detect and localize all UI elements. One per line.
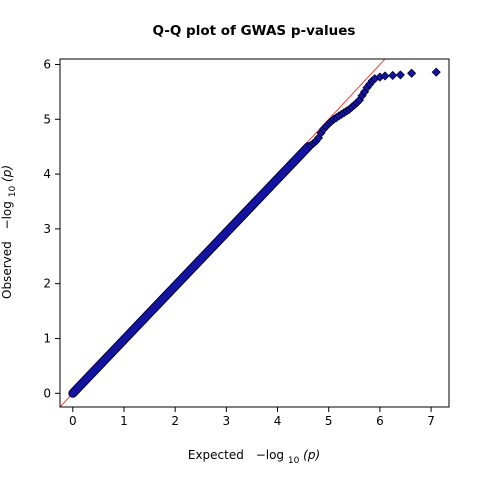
x-axis-label-prefix: Expected <box>188 448 244 462</box>
y-axis-label: Observed −log 10 (p) <box>0 165 18 299</box>
y-tick-label-6: 6 <box>43 57 51 71</box>
y-axis-label-func: −log <box>0 201 14 229</box>
x-tick-label-1: 1 <box>120 414 128 428</box>
y-tick-label-4: 4 <box>43 167 51 181</box>
y-axis-label-prefix: Observed <box>0 241 14 299</box>
y-tick-label-1: 1 <box>43 331 51 345</box>
y-tick-label-3: 3 <box>43 222 51 236</box>
data-point <box>407 68 417 78</box>
data-point <box>388 70 398 81</box>
dense-points-band <box>69 143 312 397</box>
x-tick-label-3: 3 <box>223 414 231 428</box>
x-axis-label-sub: 10 <box>288 456 300 466</box>
chart-title: Q-Q plot of GWAS p-values <box>153 23 356 39</box>
plot-contents <box>60 59 441 407</box>
x-tick-label-2: 2 <box>171 414 179 428</box>
y-axis-label-arg: (p) <box>0 165 14 182</box>
x-tick-label-7: 7 <box>427 414 435 428</box>
y-tick-label-2: 2 <box>43 277 51 291</box>
y-axis-label-sub: 10 <box>8 186 18 198</box>
x-tick-label-6: 6 <box>376 414 384 428</box>
plot-frame <box>59 58 450 408</box>
data-point <box>395 70 405 80</box>
plot-area: 0 1 2 3 4 5 6 7 0 1 2 3 4 5 6 <box>43 57 450 428</box>
x-axis-label-func: −log <box>256 448 284 462</box>
data-point <box>431 67 441 77</box>
y-tick-label-5: 5 <box>43 112 51 126</box>
x-axis-label: Expected −log 10 (p) <box>188 448 320 466</box>
x-tick-label-4: 4 <box>274 414 282 428</box>
data-point <box>380 71 390 81</box>
x-axis-label-arg: (p) <box>303 448 320 462</box>
x-tick-label-0: 0 <box>69 414 77 428</box>
y-tick-label-0: 0 <box>43 386 51 400</box>
x-tick-label-5: 5 <box>325 414 333 428</box>
